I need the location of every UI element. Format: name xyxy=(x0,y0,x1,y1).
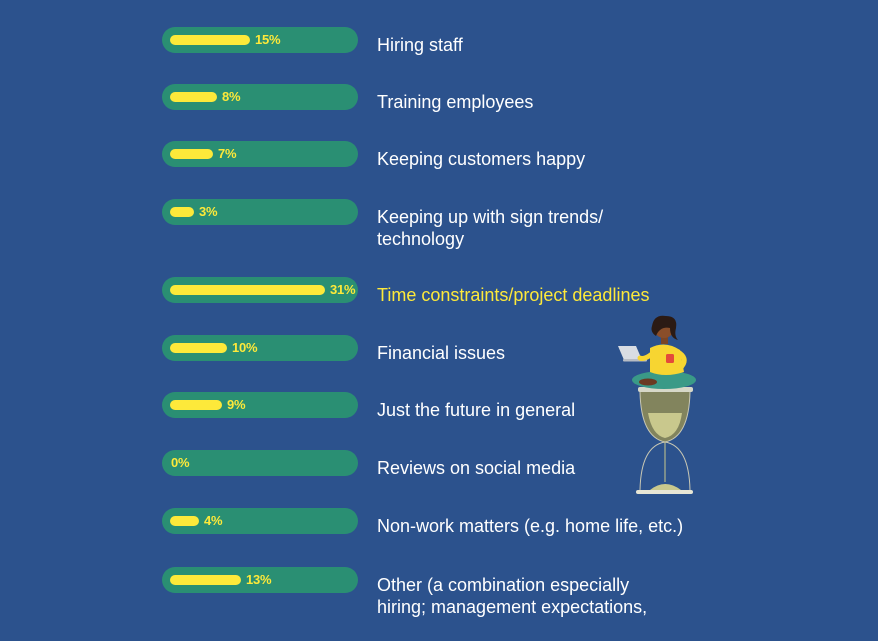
bar-fill xyxy=(170,207,194,217)
bar-fill xyxy=(170,35,250,45)
bar-value-label: 7% xyxy=(218,146,237,161)
bar-fill xyxy=(170,516,199,526)
bar-value-label: 4% xyxy=(204,513,223,528)
person-on-hourglass-icon xyxy=(618,315,696,494)
category-label: Hiring staff xyxy=(377,35,463,55)
bar-fill xyxy=(170,149,213,159)
category-label: Other (a combination especially hiring; m… xyxy=(377,575,648,617)
bar-value-label: 3% xyxy=(199,204,218,219)
category-label: Keeping up with sign trends/technology xyxy=(377,207,604,249)
bar-value-label: 31% xyxy=(330,282,356,297)
category-label: Keeping customers happy xyxy=(377,149,586,169)
category-label: Non-work matters (e.g. home life, etc.) xyxy=(377,516,684,536)
bar-track xyxy=(162,199,358,225)
bar-value-label: 10% xyxy=(232,340,258,355)
category-label: Just the future in general xyxy=(377,400,576,420)
category-label: Financial issues xyxy=(377,343,506,363)
bar-value-label: 9% xyxy=(227,397,246,412)
bar-value-label: 15% xyxy=(255,32,281,47)
bar-value-label: 8% xyxy=(222,89,241,104)
category-label: Time constraints/project deadlines xyxy=(377,285,650,305)
bar-fill xyxy=(170,92,217,102)
bar-value-label: 0% xyxy=(171,455,190,470)
category-label: Reviews on social media xyxy=(377,458,576,478)
bar-fill xyxy=(170,343,227,353)
bar-fill xyxy=(170,400,222,410)
bar-fill xyxy=(170,575,241,585)
bar-value-label: 13% xyxy=(246,572,272,587)
bar-track xyxy=(162,450,358,476)
bar-fill xyxy=(170,285,325,295)
category-label: Training employees xyxy=(377,92,534,112)
